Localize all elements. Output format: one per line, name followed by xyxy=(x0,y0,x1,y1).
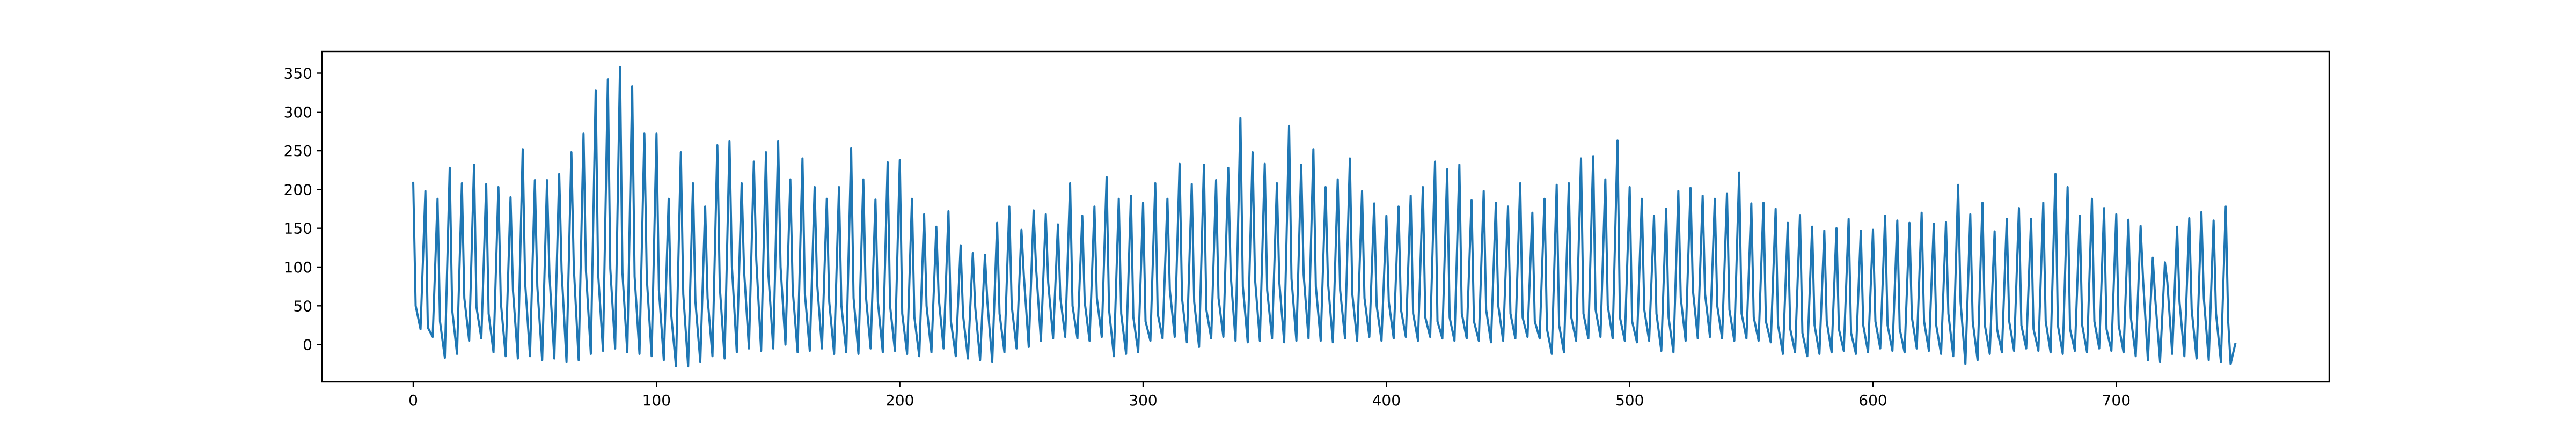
x-tick-label: 0 xyxy=(408,391,418,409)
x-axis: 0 100 200 300 400 500 600 700 xyxy=(408,382,2131,409)
y-tick-label: 100 xyxy=(284,258,312,276)
y-tick-label: 250 xyxy=(284,142,312,160)
y-tick-label: 350 xyxy=(284,64,312,82)
y-tick-label: 150 xyxy=(284,220,312,238)
x-tick-label: 700 xyxy=(2102,391,2131,409)
x-tick-label: 600 xyxy=(1858,391,1887,409)
x-tick-label: 300 xyxy=(1129,391,1157,409)
series-line xyxy=(412,65,2237,368)
x-tick-label: 500 xyxy=(1615,391,1644,409)
x-tick-label: 400 xyxy=(1372,391,1401,409)
y-axis: 0 50 100 150 200 250 300 350 xyxy=(284,64,322,354)
axes-frame xyxy=(321,50,2330,383)
y-tick-label: 300 xyxy=(284,103,312,121)
x-tick-label: 100 xyxy=(642,391,671,409)
x-tick-label: 200 xyxy=(885,391,914,409)
y-tick-label: 0 xyxy=(303,336,312,354)
y-tick-label: 200 xyxy=(284,181,312,198)
y-tick-label: 50 xyxy=(293,297,312,315)
plot-area xyxy=(412,65,2237,368)
